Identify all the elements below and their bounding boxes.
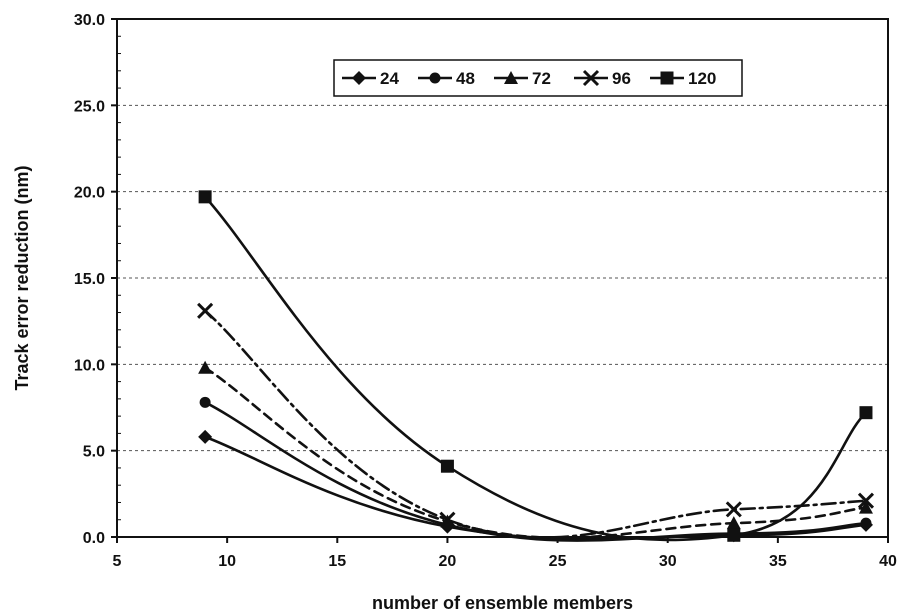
x-tick-label: 5 (113, 553, 122, 570)
legend-marker-24 (352, 71, 366, 85)
data-point-48 (860, 517, 872, 529)
legend-marker-96 (582, 69, 600, 87)
data-point-120 (440, 459, 454, 473)
data-point-72 (198, 360, 213, 374)
data-point-72 (726, 516, 741, 530)
y-tick-label: 5.0 (83, 444, 105, 461)
x-axis-ticks: 5 10 15 20 25 30 35 40 (113, 537, 897, 570)
x-tick-label: 20 (439, 553, 457, 570)
data-point-96 (439, 511, 456, 528)
gridlines (117, 104, 888, 452)
series-line-120 (203, 195, 868, 542)
data-point-96 (857, 492, 875, 509)
x-tick-label: 40 (879, 553, 897, 570)
data-point-96 (197, 302, 214, 319)
x-tick-label: 30 (659, 553, 677, 570)
data-point-120 (859, 406, 873, 420)
series-line-24 (203, 435, 868, 541)
legend-marker-120 (660, 71, 674, 85)
legend-marker-72 (504, 71, 518, 84)
legend-label-72: 72 (532, 69, 551, 88)
y-tick-label: 25.0 (74, 98, 105, 115)
x-tick-label: 25 (549, 553, 567, 570)
legend-label-120: 120 (688, 69, 716, 88)
series-line-72 (203, 366, 868, 540)
legend-label-24: 24 (380, 69, 399, 88)
data-point-96 (725, 501, 742, 518)
data-point-24 (198, 429, 213, 444)
data-point-48 (199, 396, 211, 408)
y-axis-title: Track error reduction (nm) (12, 165, 32, 390)
y-tick-label: 15.0 (74, 271, 105, 288)
legend: 24 48 72 96 120 (333, 59, 743, 97)
legend-label-48: 48 (456, 69, 475, 88)
x-tick-label: 15 (328, 553, 346, 570)
y-tick-label: 30.0 (74, 12, 105, 29)
series-line-48 (203, 401, 868, 542)
y-tick-label: 10.0 (74, 357, 105, 374)
legend-marker-48 (429, 72, 441, 84)
series-markers (197, 190, 875, 543)
legend-label-96: 96 (612, 69, 631, 88)
y-tick-label: 0.0 (83, 530, 105, 547)
y-axis-ticks: 0.0 5.0 10.0 15.0 20.0 25.0 30.0 (74, 12, 121, 547)
series-lines (203, 195, 868, 542)
data-point-120 (198, 190, 212, 204)
data-point-72 (858, 500, 873, 514)
x-axis-title: number of ensemble members (372, 593, 633, 613)
x-tick-label: 10 (218, 553, 236, 570)
series-line-96 (203, 309, 868, 539)
y-tick-label: 20.0 (74, 185, 105, 202)
x-tick-label: 35 (769, 553, 787, 570)
data-point-120 (727, 528, 741, 542)
